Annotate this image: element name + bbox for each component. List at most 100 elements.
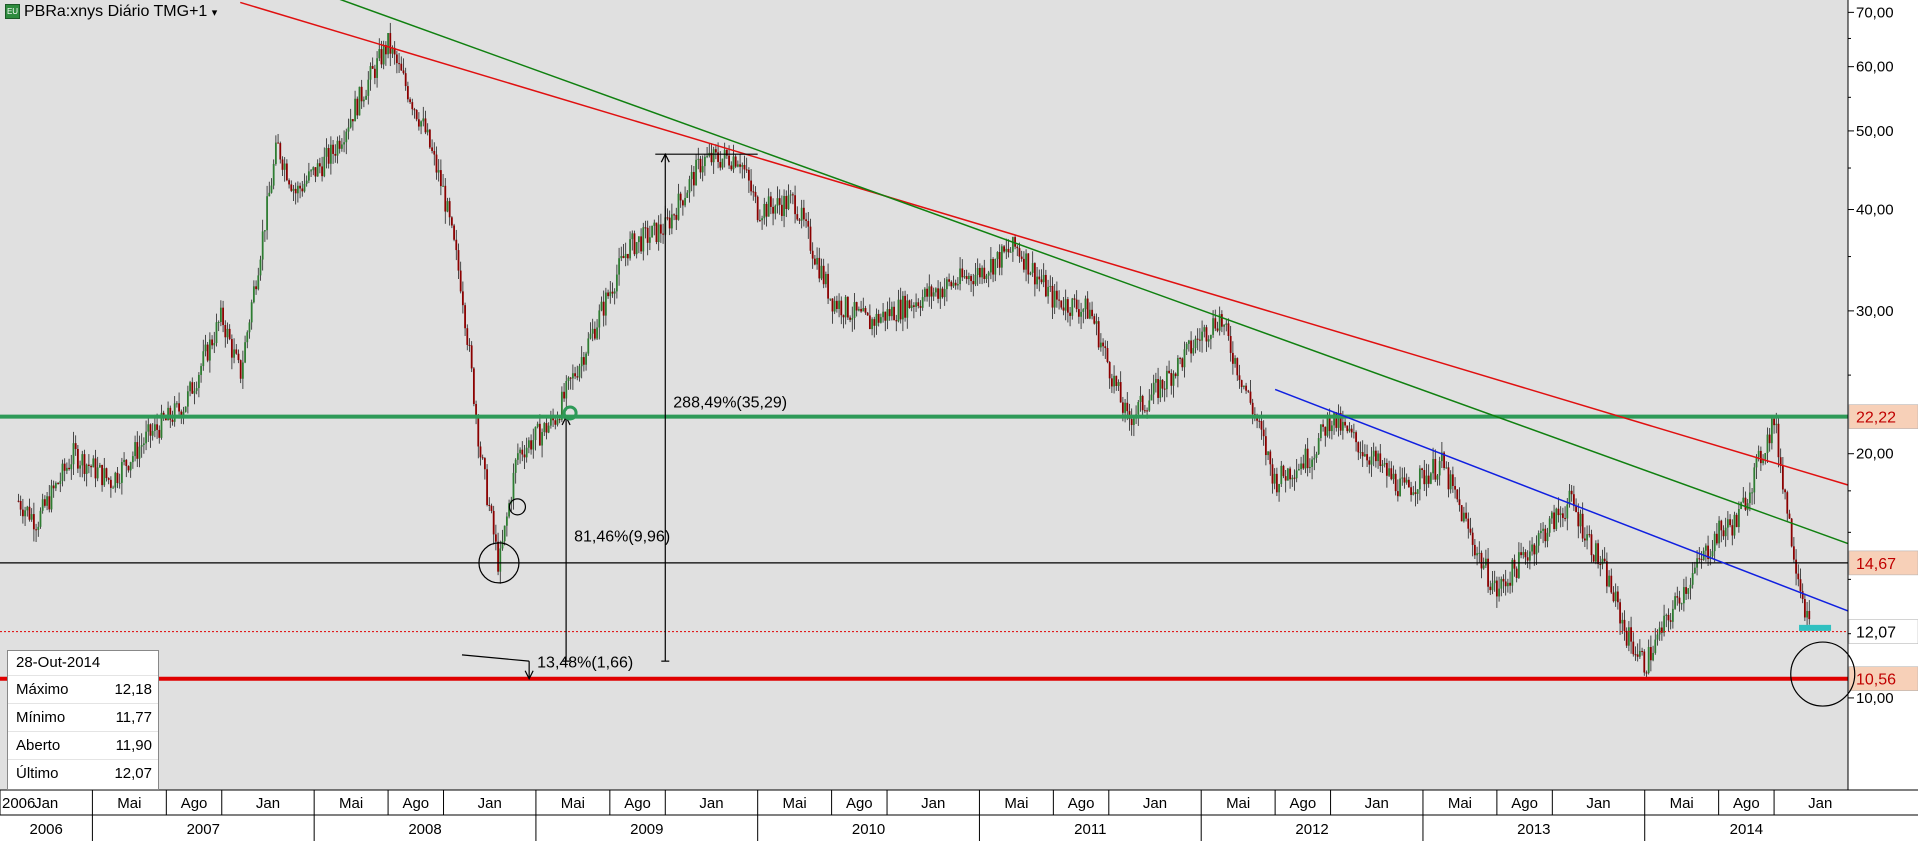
chevron-down-icon[interactable]: ▾ [211,7,218,19]
candle-body [420,121,422,127]
x-month-label: Ago [1733,795,1760,812]
candle-body [147,424,150,432]
candle-body [1445,467,1448,469]
candle-body [1264,436,1267,456]
candle-body [1436,475,1439,480]
x-year-label: 2009 [630,821,663,838]
candle-body [464,305,466,329]
candle-body [728,155,730,166]
candle-body [1194,338,1197,349]
arrow-head-icon [660,152,670,163]
candle-body [37,526,40,530]
candle-body [1649,647,1652,661]
candle-body [1726,519,1729,528]
chart-series-icon[interactable]: EU [5,4,20,19]
candle-body [1095,321,1098,324]
candle-body [1396,491,1399,497]
candle-body [686,192,689,198]
candle-body [576,376,579,378]
candle-body [136,442,139,459]
candle-body [1777,423,1780,458]
candle-body [1414,492,1417,494]
x-month-label: Jan [1586,795,1610,812]
candle-body [312,167,315,171]
candle-body [1682,587,1685,604]
candle-body [1069,312,1071,316]
candle-body [270,185,273,193]
info-label: Mínimo [16,709,66,726]
candle-body [1080,311,1082,317]
candle-body [952,282,955,287]
x-month-label: Mai [1004,795,1028,812]
info-row-open: Aberto 11,90 [8,731,158,759]
candle-body [871,319,873,330]
candle-body [1214,318,1217,329]
candle-body [332,144,334,154]
candle-body [228,328,231,340]
candle-body [409,99,411,103]
candle-body [1764,453,1767,460]
candle-body [754,191,757,197]
candle-body [1465,512,1467,519]
candle-body [987,272,990,276]
info-value: 11,77 [115,709,152,726]
candle-body [1319,424,1322,439]
candle-body [684,197,686,206]
highlight-circle-icon [508,498,527,516]
chart-title[interactable]: PBRa:xnys Diário TMG+1 ▾ [24,3,217,21]
candle-body [1060,300,1063,308]
candle-body [1042,274,1045,283]
candle-body [954,282,957,286]
candle-body [224,325,227,338]
candle-body [862,308,865,312]
candle-body [1139,395,1142,403]
candle-body [1555,508,1558,530]
candle-body [1612,592,1615,602]
candle-body [1751,492,1753,494]
candle-body [1020,256,1023,259]
candle-body [662,233,664,235]
candle-body [398,63,400,65]
candle-body [215,322,218,344]
candle-body [1088,309,1091,319]
candle-body [87,464,90,466]
candle-body [945,279,948,290]
candle-body [1033,263,1036,285]
candle-body [1077,309,1080,317]
candle-body [70,464,73,470]
candle-body [734,156,737,167]
candle-body [50,485,53,510]
candle-body [1110,378,1113,387]
candle-body [1031,263,1034,273]
x-month-label: Ago [1511,795,1538,812]
target-circle-icon [562,405,578,421]
candle-body [1698,558,1701,560]
candle-body [334,153,337,156]
candle-body [620,256,623,259]
candle-body [1493,580,1496,584]
candle-body [1616,591,1619,603]
candle-body [917,302,920,307]
candle-body [453,225,455,240]
candle-body [930,286,933,297]
candle-body [1058,299,1060,301]
candle-body [787,195,790,210]
candle-body [937,288,939,299]
candle-body [1625,630,1628,646]
candle-body [690,171,693,180]
candle-body [1713,533,1716,552]
candle-body [1348,428,1351,432]
candle-body [226,328,229,338]
level-label: 12,07 [1856,625,1896,642]
candle-body [503,525,506,542]
candle-body [1245,385,1247,391]
candle-body [1148,400,1151,411]
candle-body [1509,582,1511,586]
candle-body [714,149,717,153]
candle-body [981,267,983,278]
candle-body [1610,575,1613,593]
level-label: 22,22 [1856,410,1896,427]
candle-body [1218,314,1221,331]
candle-body [523,454,526,458]
